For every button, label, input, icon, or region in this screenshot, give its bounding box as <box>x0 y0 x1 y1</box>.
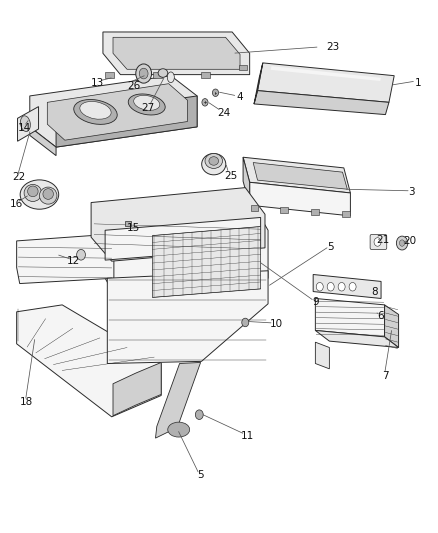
Circle shape <box>202 99 208 106</box>
Ellipse shape <box>24 184 42 201</box>
Polygon shape <box>254 91 389 115</box>
Ellipse shape <box>74 100 117 124</box>
Text: 4: 4 <box>237 92 244 102</box>
Text: 16: 16 <box>10 199 23 208</box>
Circle shape <box>242 318 249 327</box>
Ellipse shape <box>134 95 160 110</box>
Polygon shape <box>18 107 39 141</box>
Bar <box>311 209 319 215</box>
Polygon shape <box>113 37 240 69</box>
Ellipse shape <box>167 72 174 83</box>
Polygon shape <box>30 127 56 156</box>
Bar <box>105 72 114 78</box>
Polygon shape <box>30 76 197 147</box>
Polygon shape <box>258 63 394 102</box>
Text: 10: 10 <box>269 319 283 329</box>
Text: 3: 3 <box>408 187 415 197</box>
Text: 26: 26 <box>127 82 140 91</box>
Ellipse shape <box>205 154 223 168</box>
Text: 5: 5 <box>327 242 334 252</box>
Circle shape <box>349 282 356 291</box>
Bar <box>239 65 247 70</box>
Text: 24: 24 <box>217 108 230 118</box>
Bar <box>153 72 162 78</box>
Text: 18: 18 <box>20 398 33 407</box>
Text: 22: 22 <box>12 172 25 182</box>
Ellipse shape <box>43 189 53 199</box>
Ellipse shape <box>209 157 219 165</box>
Polygon shape <box>17 235 114 284</box>
Polygon shape <box>105 217 268 290</box>
Polygon shape <box>56 96 197 147</box>
Polygon shape <box>315 342 329 369</box>
Ellipse shape <box>21 116 30 132</box>
Polygon shape <box>254 63 263 104</box>
Text: 15: 15 <box>127 223 140 233</box>
Bar <box>201 72 210 78</box>
Text: 11: 11 <box>241 431 254 441</box>
Circle shape <box>316 282 323 291</box>
Bar <box>280 207 288 213</box>
Polygon shape <box>152 227 261 297</box>
Text: 14: 14 <box>18 123 31 133</box>
Circle shape <box>77 249 85 260</box>
Polygon shape <box>105 217 261 260</box>
Text: 6: 6 <box>378 311 385 320</box>
Text: 25: 25 <box>225 171 238 181</box>
Text: 7: 7 <box>382 371 389 381</box>
Text: 23: 23 <box>326 42 339 52</box>
Polygon shape <box>47 84 187 140</box>
Text: 27: 27 <box>141 103 155 112</box>
Text: 13: 13 <box>91 78 104 87</box>
Ellipse shape <box>28 186 38 197</box>
Polygon shape <box>103 32 250 75</box>
Ellipse shape <box>20 180 59 209</box>
Text: 5: 5 <box>197 471 204 480</box>
Ellipse shape <box>201 154 226 175</box>
Polygon shape <box>155 362 201 438</box>
Text: 12: 12 <box>67 256 80 266</box>
Text: 1: 1 <box>415 78 422 87</box>
Polygon shape <box>91 188 265 261</box>
Polygon shape <box>107 271 268 364</box>
Circle shape <box>195 410 203 419</box>
Polygon shape <box>243 157 350 193</box>
Polygon shape <box>271 66 381 81</box>
Bar <box>251 205 258 211</box>
FancyBboxPatch shape <box>370 235 387 249</box>
Polygon shape <box>315 330 399 348</box>
Circle shape <box>399 240 405 246</box>
Circle shape <box>338 282 345 291</box>
Ellipse shape <box>158 69 168 77</box>
Ellipse shape <box>39 187 57 204</box>
Polygon shape <box>250 182 350 216</box>
Polygon shape <box>385 305 399 348</box>
Circle shape <box>327 282 334 291</box>
Circle shape <box>136 64 152 83</box>
Polygon shape <box>113 362 161 416</box>
Polygon shape <box>17 305 161 417</box>
Circle shape <box>139 68 148 79</box>
Circle shape <box>212 89 219 96</box>
Text: 9: 9 <box>312 297 319 307</box>
Bar <box>342 211 350 217</box>
Text: 21: 21 <box>377 235 390 245</box>
Ellipse shape <box>80 101 111 119</box>
Text: 8: 8 <box>371 287 378 296</box>
Text: 20: 20 <box>403 236 416 246</box>
Polygon shape <box>313 274 381 298</box>
Circle shape <box>374 238 381 246</box>
Circle shape <box>396 236 408 250</box>
Ellipse shape <box>128 94 165 115</box>
Ellipse shape <box>168 422 190 437</box>
Polygon shape <box>315 298 385 337</box>
Polygon shape <box>253 163 347 189</box>
Bar <box>125 221 131 226</box>
Polygon shape <box>243 157 250 205</box>
